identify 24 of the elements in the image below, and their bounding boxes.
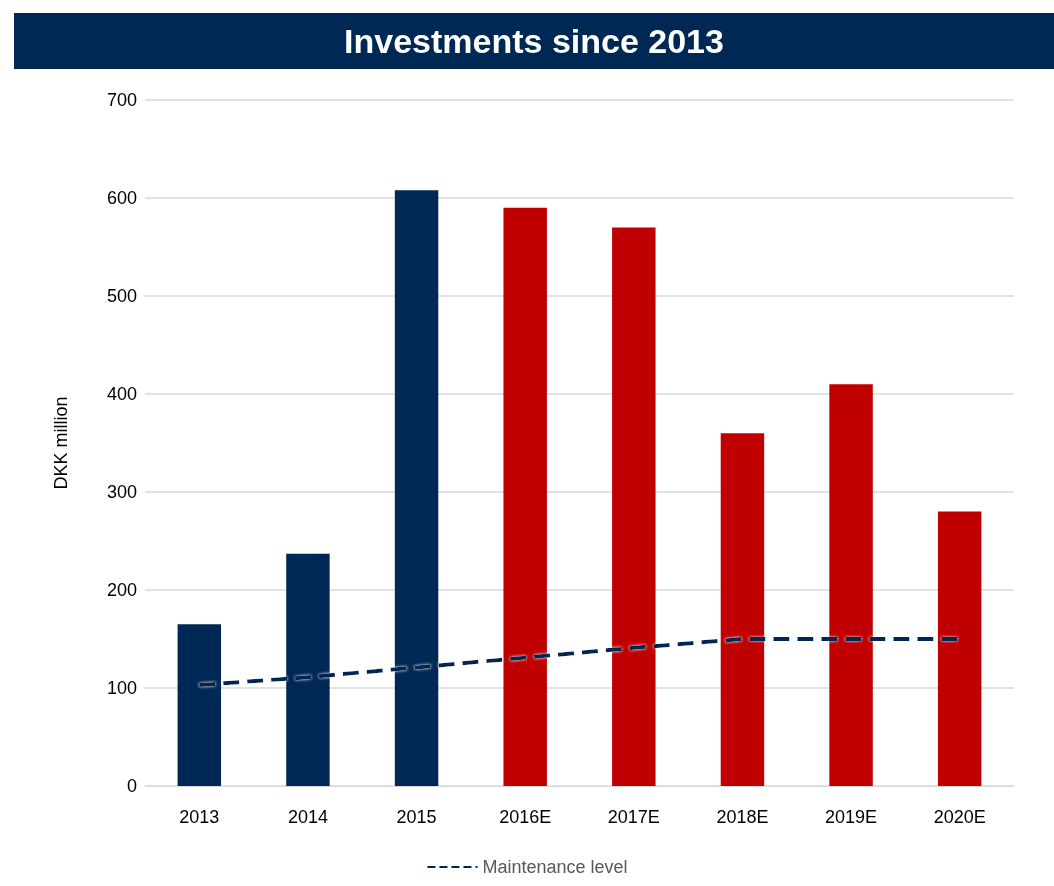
y-axis-title: DKK million: [51, 396, 71, 490]
x-tick-label: 2015: [396, 807, 437, 827]
y-tick-label: 100: [106, 678, 137, 698]
x-tick-label: 2016E: [499, 807, 552, 827]
bar: [612, 227, 656, 786]
bar: [829, 384, 873, 786]
bar: [937, 511, 982, 786]
y-tick-label: 200: [106, 580, 137, 600]
y-tick-label: 0: [126, 776, 137, 796]
y-tick-label: 400: [106, 384, 137, 404]
legend-label: Maintenance level: [482, 857, 628, 877]
x-tick-label: 2017E: [607, 807, 660, 827]
x-tick-label: 2020E: [933, 807, 986, 827]
y-tick-label: 700: [106, 90, 137, 110]
chart-title: Investments since 2013: [14, 13, 1054, 69]
x-tick-label: 2018E: [716, 807, 769, 827]
y-tick-label: 300: [106, 482, 137, 502]
x-tick-label: 2014: [287, 807, 328, 827]
y-tick-label: 600: [106, 188, 137, 208]
y-tick-label: 500: [106, 286, 137, 306]
x-tick-label: 2019E: [825, 807, 878, 827]
bar: [720, 433, 765, 786]
bar: [503, 207, 547, 786]
x-tick-label: 2013: [179, 807, 220, 827]
